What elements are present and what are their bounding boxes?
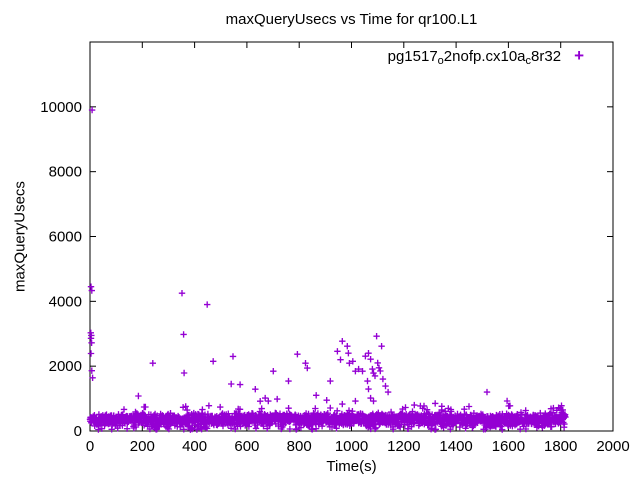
legend-label-subscript: c: [525, 55, 532, 67]
x-tick-label: 1800: [544, 438, 577, 455]
legend-series-label: pg1517o2nofp.cx10ac8r32: [387, 48, 562, 67]
x-tick-label: 400: [182, 438, 207, 455]
x-tick-label: 200: [130, 438, 155, 455]
x-axis-title: Time(s): [326, 458, 377, 475]
plot-border: [89, 41, 614, 432]
legend: pg1517o2nofp.cx10ac8r32 +: [387, 46, 584, 67]
y-tick-label: 6000: [49, 229, 82, 246]
y-tick-label: 2000: [49, 358, 82, 375]
legend-label-part: 8r32: [531, 48, 562, 65]
x-tick-label: 1000: [335, 438, 368, 455]
x-tick-label: 0: [86, 438, 94, 455]
x-tick-label: 1200: [387, 438, 420, 455]
legend-label-subscript: o: [437, 55, 444, 67]
legend-label-part: 2nofp.cx10a: [443, 48, 526, 65]
legend-plus-marker-icon: +: [574, 46, 584, 65]
data-points: [86, 106, 569, 433]
y-tick-label: 4000: [49, 293, 82, 310]
x-tick-label: 1400: [439, 438, 472, 455]
y-tick-label: 0: [74, 423, 82, 440]
y-tick-label: 10000: [40, 99, 82, 116]
x-tick-label: 1600: [492, 438, 525, 455]
legend-label-part: pg1517: [387, 48, 438, 65]
x-tick-label: 800: [287, 438, 312, 455]
chart-title: maxQueryUsecs vs Time for qr100.L1: [225, 11, 478, 28]
x-tick-label: 2000: [596, 438, 629, 455]
y-tick-label: 8000: [49, 164, 82, 181]
x-tick-label: 600: [234, 438, 259, 455]
